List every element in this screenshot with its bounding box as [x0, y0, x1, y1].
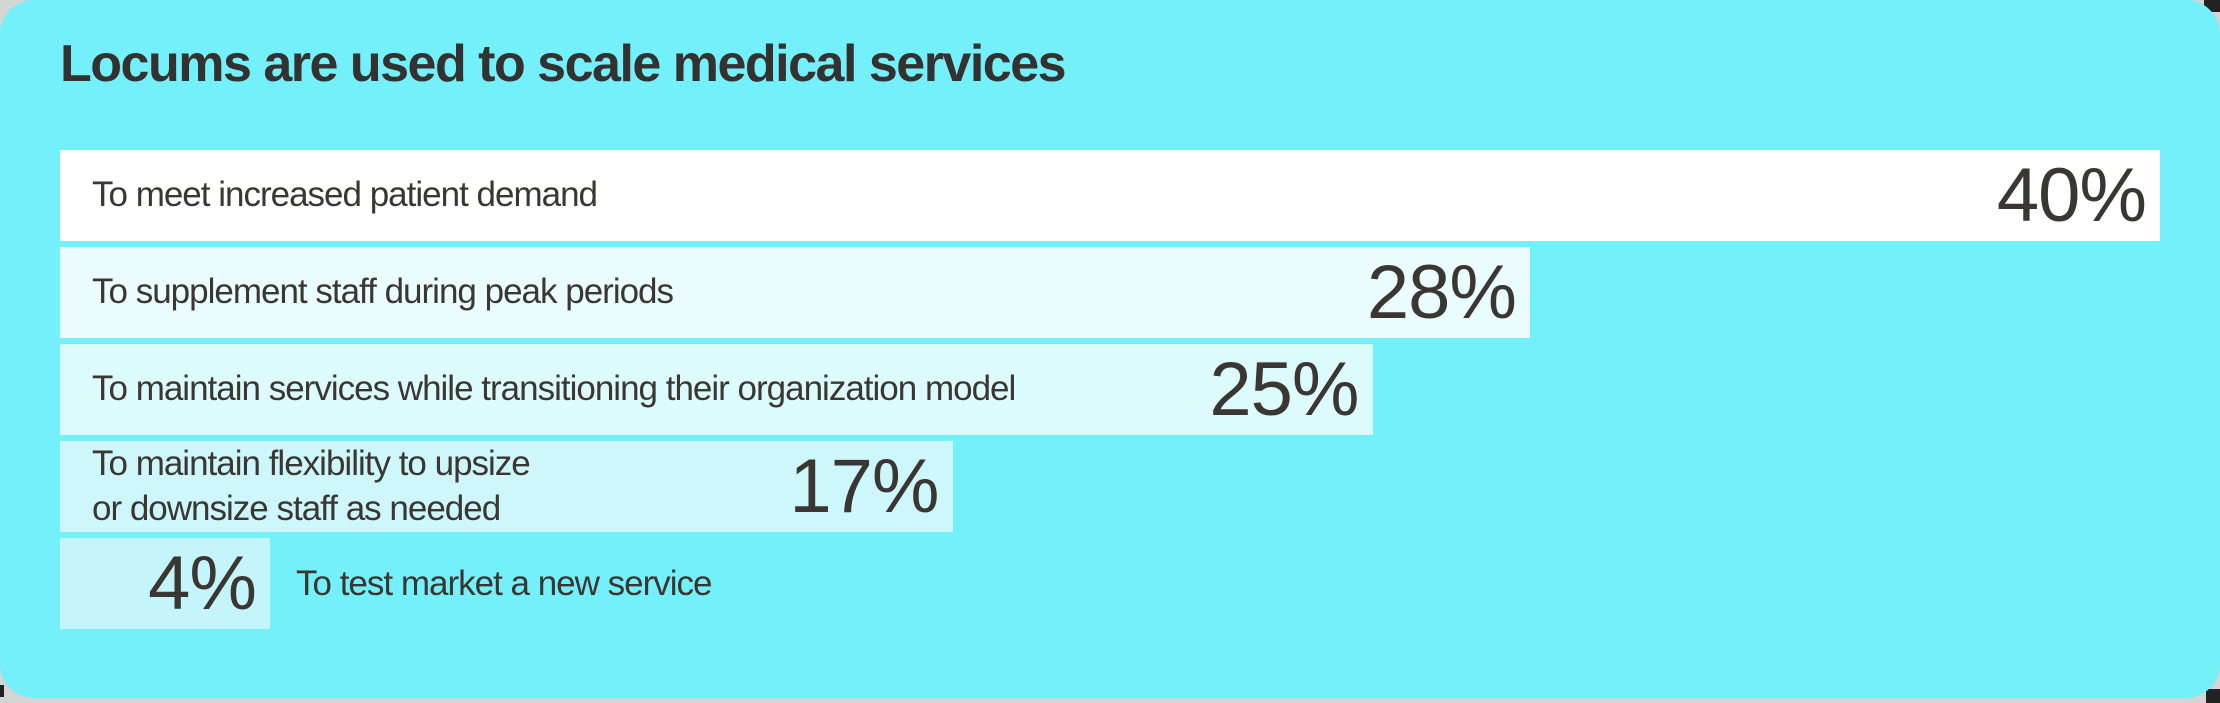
bar-label: To meet increased patient demand [92, 175, 598, 215]
bar-value: 28% [1366, 250, 1517, 335]
bar-fill: To supplement staff during peak periods 2… [60, 247, 1530, 338]
bar-label: To maintain services while transitioning… [92, 369, 1016, 409]
bar-fill: 4% [60, 538, 270, 629]
chart-title: Locums are used to scale medical service… [60, 35, 1067, 93]
bar-label: To supplement staff during peak periods [92, 272, 674, 312]
bar-row: To maintain services while transitioning… [60, 344, 2160, 435]
bar-fill: To maintain services while transitioning… [60, 344, 1373, 435]
bar-value: 4% [148, 541, 257, 626]
bar-label: To maintain flexibility to upsize or dow… [92, 443, 531, 528]
bar-label: To test market a new service [296, 563, 712, 603]
bar-row: To maintain flexibility to upsize or dow… [60, 441, 2160, 532]
frame-corner-bottom-right [2206, 689, 2220, 703]
bar-value: 17% [789, 444, 939, 529]
bar-fill: To maintain flexibility to upsize or dow… [60, 441, 953, 532]
bar-value: 40% [1996, 153, 2147, 238]
bar-rows: To meet increased patient demand 40% To su… [60, 150, 2160, 629]
bar-value: 25% [1209, 347, 1359, 432]
bar-row: To meet increased patient demand 40% [60, 150, 2160, 241]
bar-row: To supplement staff during peak periods 2… [60, 247, 2160, 338]
bar-row: 4% To test market a new service [60, 538, 2160, 629]
bar-fill: To meet increased patient demand 40% [60, 150, 2160, 241]
frame-edge-bottom-left [0, 685, 4, 697]
